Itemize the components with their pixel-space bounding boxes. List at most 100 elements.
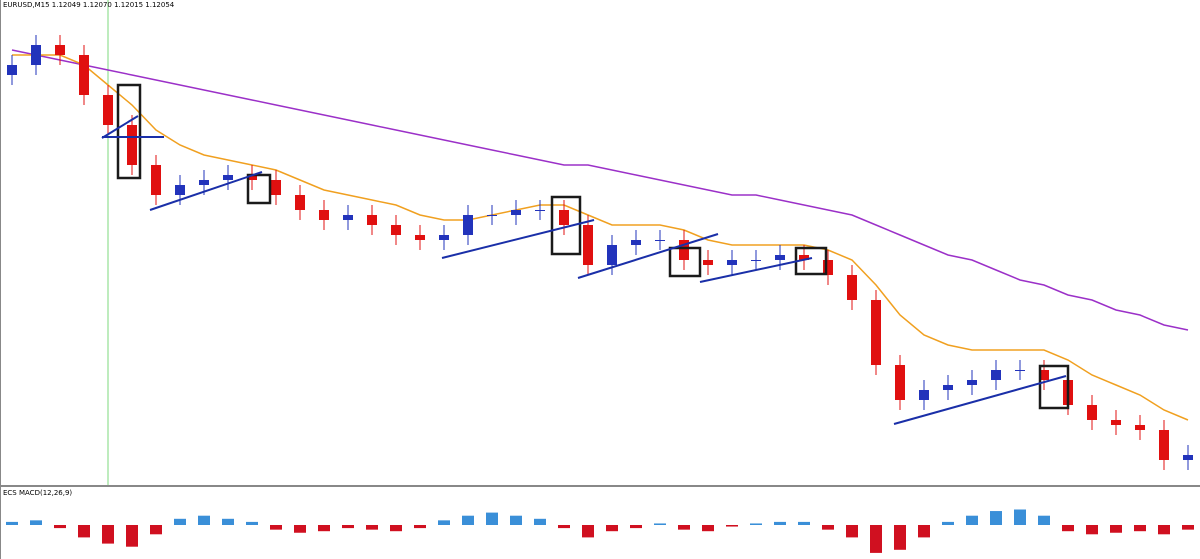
macd-bar — [222, 518, 234, 525]
candle-body — [199, 180, 209, 185]
signal-box — [550, 195, 582, 256]
macd-bar — [438, 520, 450, 525]
macd-bar — [126, 525, 138, 547]
macd-bar — [414, 525, 426, 529]
candle-body — [487, 215, 497, 216]
candle-body — [319, 210, 329, 220]
macd-bar — [846, 525, 858, 538]
macd-bar — [486, 512, 498, 525]
macd-bar — [1182, 525, 1194, 530]
candle-body — [151, 165, 161, 195]
macd-bar — [990, 511, 1002, 525]
macd-bar — [630, 525, 642, 529]
candle-body — [871, 300, 881, 365]
candle-body — [583, 225, 593, 265]
candle-body — [367, 215, 377, 225]
candle-body — [1159, 430, 1169, 460]
macd-bar — [702, 525, 714, 532]
candle-body — [223, 175, 233, 180]
candle-body — [895, 365, 905, 400]
macd-bar — [462, 515, 474, 525]
candle-body — [823, 260, 833, 275]
macd-bar — [1110, 525, 1122, 533]
candle-body — [703, 260, 713, 265]
macd-bar — [294, 525, 306, 533]
candle-body — [655, 240, 665, 241]
macd-bar — [726, 525, 738, 527]
candle-body — [535, 210, 545, 211]
candle-body — [103, 95, 113, 125]
macd-bar — [654, 523, 666, 525]
macd-bar — [678, 525, 690, 530]
macd-bar — [150, 525, 162, 535]
macd-bar — [342, 525, 354, 529]
macd-bar — [318, 525, 330, 532]
moving-average — [12, 54, 1189, 421]
candle-body — [919, 390, 929, 400]
trend-line — [577, 233, 719, 279]
trend-lines — [101, 115, 1067, 425]
macd-bar — [822, 525, 834, 530]
macd-bar — [798, 521, 810, 525]
signal-box — [668, 246, 702, 278]
candle-body — [439, 235, 449, 240]
macd-bar — [558, 525, 570, 529]
candle-body — [247, 175, 257, 180]
candle-body — [463, 215, 473, 235]
macd-bar — [510, 515, 522, 525]
chart-title: EURUSD,M15 1.12049 1.12070 1.12015 1.120… — [3, 1, 175, 9]
macd-bar — [942, 521, 954, 525]
macd-bar — [270, 525, 282, 530]
macd-bar — [198, 515, 210, 525]
candle-body — [511, 210, 521, 215]
macd-bar — [966, 515, 978, 525]
candle-body — [1135, 425, 1145, 430]
macd-bar — [1086, 525, 1098, 535]
trend-line — [441, 219, 595, 259]
signal-box — [246, 173, 272, 205]
macd-bar — [390, 525, 402, 532]
trend-line — [149, 171, 263, 211]
macd-bar — [102, 525, 114, 544]
candle-body — [751, 260, 761, 261]
candle-body — [343, 215, 353, 220]
candle-body — [295, 195, 305, 210]
macd-bar — [774, 521, 786, 525]
candle-body — [1183, 455, 1193, 460]
signal-boxes — [116, 83, 1070, 410]
macd-bar — [1014, 509, 1026, 525]
macd-bar — [1158, 525, 1170, 535]
candle-body — [7, 65, 17, 75]
macd-bar — [1134, 525, 1146, 532]
macd-bar — [366, 525, 378, 530]
macd-bar — [1062, 525, 1074, 532]
macd-bar — [54, 525, 66, 529]
macd-bar — [1038, 515, 1050, 525]
macd-bar — [894, 525, 906, 550]
candle-body — [1039, 370, 1049, 380]
marks — [6, 35, 1194, 553]
macd-bar — [30, 520, 42, 525]
moving-average — [11, 49, 1189, 331]
macd-bar — [78, 525, 90, 538]
candle-body — [559, 210, 569, 225]
macd-bar — [6, 521, 18, 525]
macd-bar — [870, 525, 882, 553]
candle-body — [415, 235, 425, 240]
macd-bar — [174, 518, 186, 525]
macd-bar — [918, 525, 930, 538]
trend-line — [699, 257, 813, 283]
candle-body — [967, 380, 977, 385]
signal-box — [1038, 364, 1070, 410]
candle-body — [727, 260, 737, 265]
candle-body — [1111, 420, 1121, 425]
candle-body — [79, 55, 89, 95]
trend-line — [893, 375, 1067, 425]
candle-body — [991, 370, 1001, 380]
candle-body — [775, 255, 785, 260]
candle-body — [1087, 405, 1097, 420]
macd-bar — [582, 525, 594, 538]
candle-body — [391, 225, 401, 235]
